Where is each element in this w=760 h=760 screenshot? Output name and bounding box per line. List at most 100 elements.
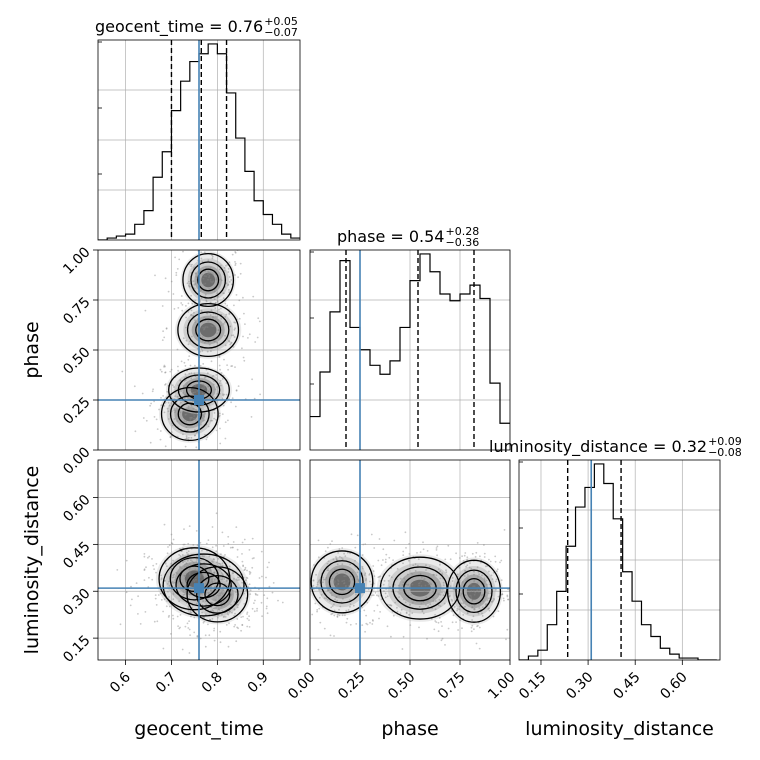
sample-point: [166, 565, 168, 567]
sample-point: [392, 614, 395, 617]
sample-point: [207, 591, 210, 594]
sample-point: [458, 557, 461, 559]
sample-point: [212, 383, 215, 386]
sample-point: [330, 613, 333, 616]
sample-point: [447, 544, 450, 547]
sample-point: [337, 583, 340, 586]
sample-point: [341, 563, 344, 566]
sample-point: [462, 602, 465, 605]
sample-point: [222, 616, 225, 618]
sample-point: [419, 582, 421, 584]
sample-point: [164, 277, 167, 280]
sample-point: [214, 599, 217, 601]
sample-point: [322, 576, 324, 579]
sample-point: [207, 341, 210, 344]
sample-point: [260, 601, 263, 604]
sample-point: [410, 594, 412, 596]
sample-point: [170, 567, 173, 570]
sample-point: [205, 591, 208, 594]
sample-point: [199, 334, 202, 337]
sample-point: [228, 276, 231, 278]
sample-point: [162, 647, 165, 650]
sample-point: [157, 594, 160, 596]
sample-point: [372, 570, 375, 572]
sample-point: [258, 588, 260, 591]
sample-point: [377, 595, 380, 597]
sample-point: [474, 555, 477, 558]
sample-point: [326, 589, 329, 592]
sample-point: [402, 635, 405, 638]
sample-point: [236, 556, 239, 558]
sample-point: [205, 542, 208, 545]
sample-point: [192, 314, 194, 317]
sample-point: [227, 271, 230, 273]
sample-point: [250, 416, 253, 418]
sample-point: [235, 578, 238, 581]
sample-point: [179, 565, 182, 568]
sample-point: [201, 417, 204, 420]
sample-point: [506, 595, 509, 598]
truth-marker: [355, 583, 365, 594]
sample-point: [434, 600, 437, 602]
sample-point: [236, 576, 239, 579]
sample-point: [423, 590, 426, 592]
sample-point: [217, 614, 220, 617]
sample-point: [481, 606, 484, 609]
sample-point: [371, 623, 374, 625]
sample-point: [190, 615, 192, 618]
sample-point: [471, 605, 474, 608]
sample-point: [173, 573, 176, 576]
sample-point: [408, 559, 410, 562]
sample-point: [219, 641, 222, 644]
sample-point: [236, 618, 239, 620]
sample-point: [378, 575, 381, 578]
sample-point: [220, 324, 223, 327]
sample-point: [234, 321, 237, 324]
sample-point: [221, 593, 224, 595]
sample-point: [190, 405, 193, 407]
sample-point: [464, 569, 466, 572]
sample-point: [345, 584, 347, 587]
sample-point: [184, 574, 187, 577]
sample-point: [125, 591, 128, 594]
sample-point: [216, 393, 219, 395]
sample-point: [234, 612, 236, 615]
sample-point: [167, 546, 169, 548]
sample-point: [255, 593, 257, 596]
sample-point: [212, 581, 214, 584]
sample-point: [228, 291, 231, 293]
sample-point: [170, 562, 173, 565]
sample-point: [210, 590, 212, 592]
sample-point: [390, 635, 392, 638]
histogram-luminosity_distance: [519, 463, 717, 660]
sample-point: [224, 321, 226, 324]
sample-point: [260, 550, 263, 553]
sample-point: [399, 612, 402, 614]
sample-point: [243, 359, 246, 362]
sample-point: [148, 576, 150, 579]
sample-point: [229, 603, 232, 606]
sample-point: [189, 634, 192, 636]
sample-point: [329, 543, 332, 545]
sample-point: [155, 571, 157, 574]
sample-point: [194, 391, 197, 393]
sample-point: [472, 615, 475, 618]
sample-point: [201, 336, 204, 338]
sample-point: [217, 557, 220, 560]
sample-point: [318, 596, 321, 599]
sample-point: [404, 579, 407, 581]
sample-point: [366, 623, 369, 626]
sample-point: [211, 609, 214, 611]
sample-point: [463, 575, 466, 577]
sample-point: [362, 543, 365, 546]
sample-point: [434, 614, 436, 616]
sample-point: [246, 577, 249, 579]
sample-point: [231, 253, 234, 256]
sample-point: [199, 541, 202, 544]
sample-point: [209, 272, 211, 274]
sample-point: [202, 326, 205, 329]
sample-point: [193, 580, 196, 582]
sample-point: [231, 611, 233, 614]
sample-point: [501, 593, 504, 596]
sample-point: [483, 577, 486, 580]
